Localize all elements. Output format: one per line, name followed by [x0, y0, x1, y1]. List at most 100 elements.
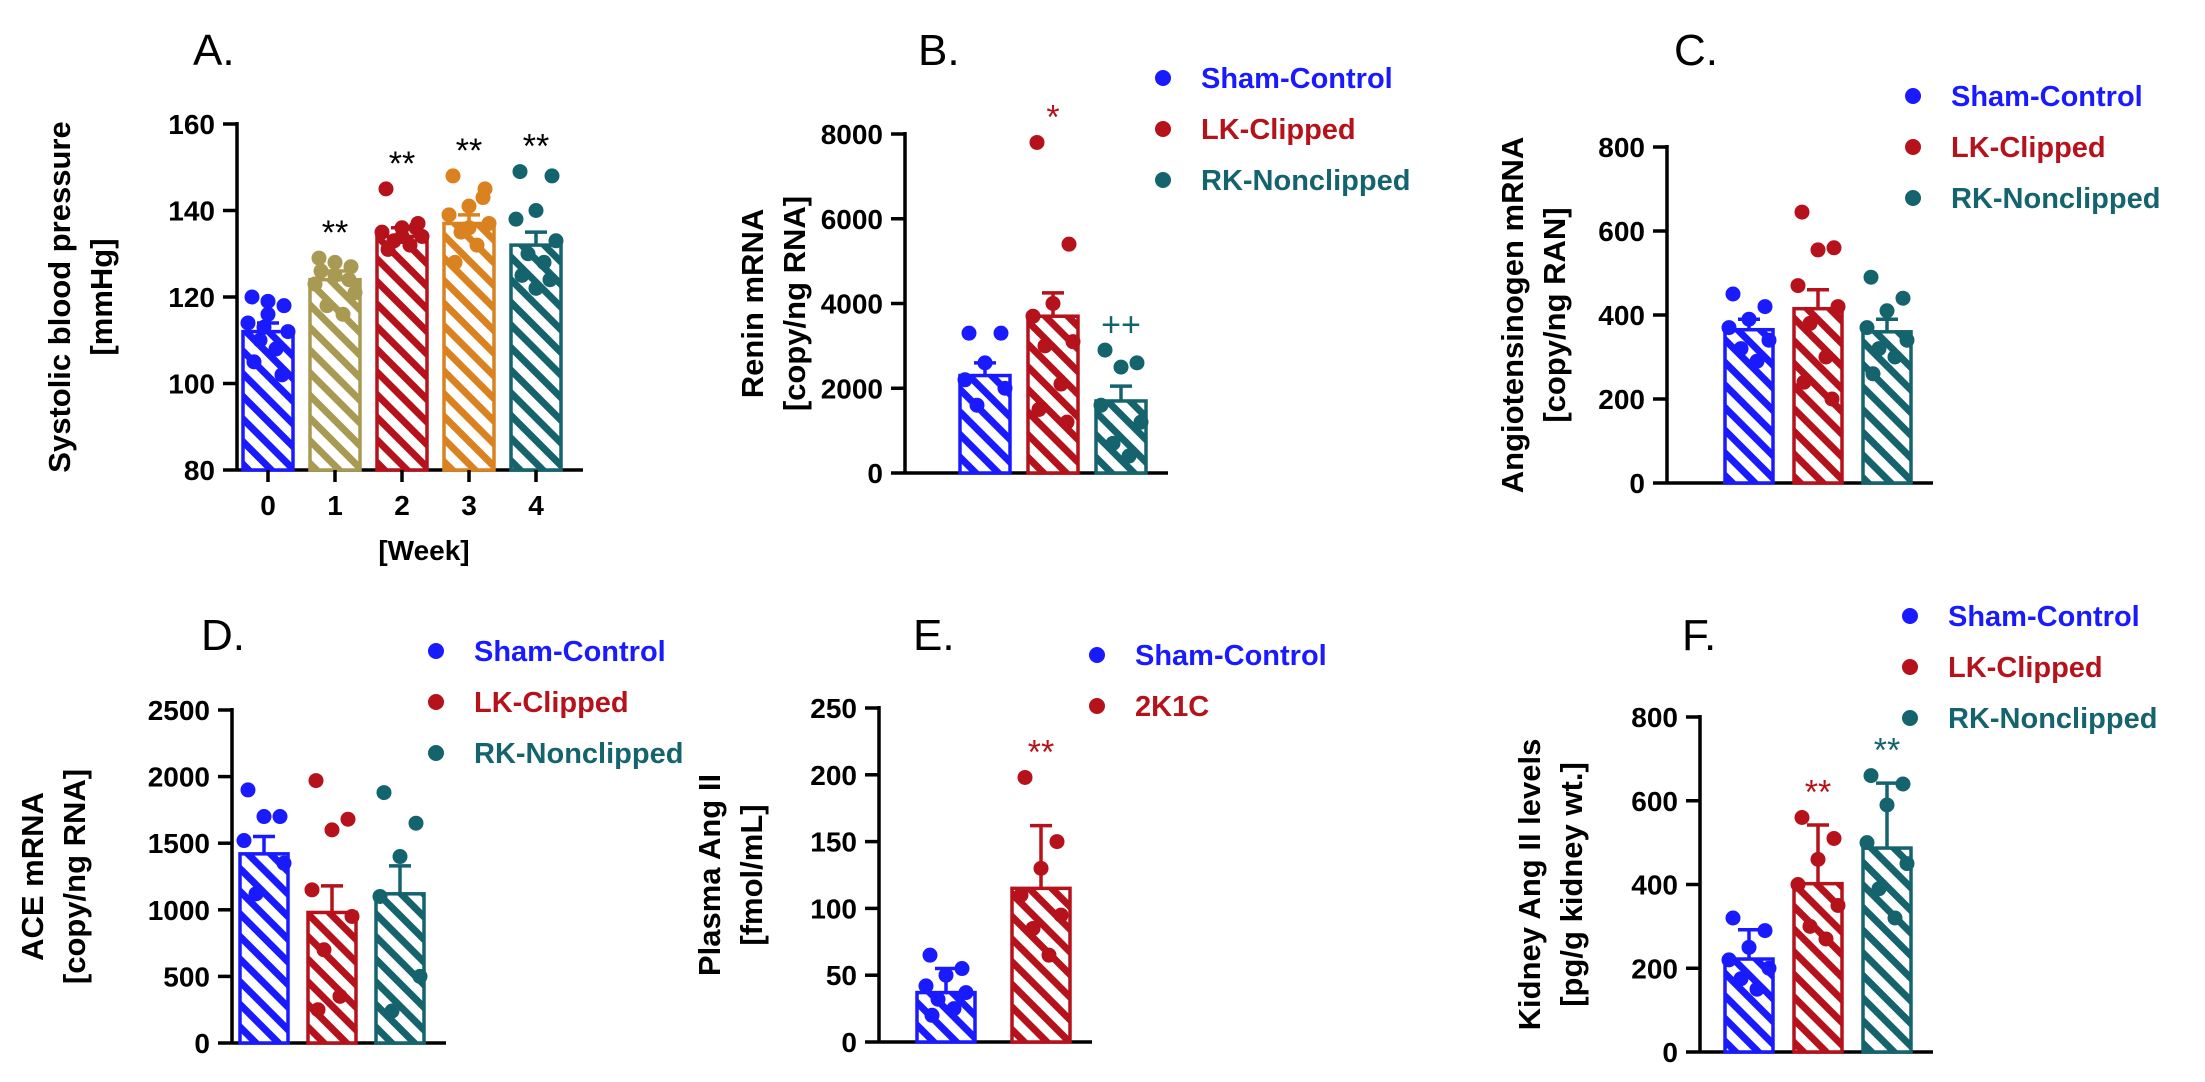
y-tick-label: 0 [867, 458, 883, 489]
bar [308, 277, 362, 472]
legend-marker [1905, 139, 1921, 155]
legend-entry: RK-Nonclipped [1948, 703, 2157, 735]
y-tick-label: 50 [826, 960, 857, 991]
panel-letter: F. [1682, 611, 1716, 660]
data-point [1790, 877, 1806, 892]
y-tick-label: 2000 [821, 373, 883, 404]
bar [241, 329, 295, 472]
bar [375, 234, 429, 472]
data-point [1053, 376, 1069, 392]
data-point [394, 228, 410, 244]
data-point [922, 947, 938, 963]
y-axis-title: [copy/ng RAN] [1537, 207, 1572, 422]
data-point [246, 354, 262, 370]
data-point [1097, 342, 1113, 358]
data-point [1757, 299, 1773, 315]
legend-entry: LK-Clipped [1948, 652, 2103, 684]
y-axis-title: Renin mRNA [735, 209, 770, 398]
y-axis-title: Angiotensinogen mRNA [1495, 137, 1530, 494]
legend-entry: LK-Clipped [474, 687, 629, 719]
data-point [1065, 334, 1081, 350]
data-point [324, 822, 340, 838]
data-point [343, 259, 359, 275]
bar-group-1: ** [1790, 774, 1846, 1054]
data-point [1059, 414, 1075, 430]
significance-mark: ** [1028, 733, 1054, 771]
data-point [392, 849, 408, 865]
legend-entry: LK-Clipped [1951, 132, 2106, 164]
data-point [1796, 374, 1812, 390]
y-tick-label: 100 [810, 893, 857, 924]
data-point [1879, 303, 1895, 319]
legend-marker [1902, 710, 1918, 726]
data-point [1733, 971, 1749, 987]
bar-group-2: ** [374, 145, 430, 472]
data-point [1749, 981, 1765, 997]
data-point [1761, 332, 1777, 348]
data-point [961, 325, 977, 341]
y-tick-label: 8000 [821, 119, 883, 150]
legend: Sham-Control LK-Clipped RK-Nonclipped [1905, 81, 2160, 215]
data-point [274, 367, 290, 383]
legend: Sham-Control LK-Clipped RK-Nonclipped [1902, 601, 2157, 735]
data-point [997, 380, 1013, 396]
data-point [1013, 887, 1029, 903]
bar-group-0 [240, 289, 296, 472]
bar-group-1 [304, 773, 360, 1045]
data-point [969, 397, 985, 413]
y-tick-label: 120 [168, 282, 215, 313]
bar-group-1: ** [1010, 733, 1072, 1044]
bar-group-1 [1790, 204, 1846, 485]
data-point [1794, 810, 1810, 825]
data-point [308, 773, 324, 789]
panel-letter: B. [918, 26, 960, 75]
data-point [1830, 897, 1846, 913]
data-point [1061, 236, 1077, 252]
data-point [1025, 920, 1041, 936]
legend-entry: Sham-Control [1135, 640, 1327, 672]
data-point [1031, 401, 1047, 417]
y-tick-label: 4000 [821, 289, 883, 320]
bar [1861, 330, 1913, 485]
y-tick-label: 400 [1631, 870, 1678, 901]
legend: Sham-Control LK-Clipped RK-Nonclipped [428, 636, 683, 770]
y-tick-label: 0 [1629, 468, 1645, 499]
data-point [1133, 414, 1149, 430]
x-tick-label: 0 [260, 490, 276, 521]
panel-e: E. Plasma Ang II [fmol/mL] 0 50 100 150 200 250 *… [692, 611, 1327, 1058]
bar-group-0 [1721, 286, 1777, 485]
y-tick-label: 0 [194, 1028, 210, 1059]
legend: Sham-Control 2K1C [1089, 640, 1327, 723]
data-point [1863, 269, 1879, 285]
y-axis-title: [copy/ng RNA] [57, 769, 92, 984]
data-point [544, 168, 560, 184]
data-point [924, 1007, 940, 1023]
data-point [311, 250, 327, 266]
data-point [445, 168, 461, 184]
legend-marker [428, 745, 444, 761]
bar-group-2 [1859, 269, 1915, 485]
legend-marker [428, 643, 444, 659]
data-point [441, 207, 457, 223]
significance-mark: * [1046, 98, 1059, 136]
y-axis-title: [mmHg] [84, 238, 119, 355]
bar [306, 910, 358, 1045]
bar-group-3: ** [441, 132, 497, 472]
data-point [252, 332, 268, 348]
y-tick-label: 140 [168, 196, 215, 227]
data-point [1725, 910, 1741, 926]
data-point [256, 319, 272, 335]
y-tick-label: 160 [168, 109, 215, 140]
data-point [1824, 391, 1840, 407]
y-tick-label: 500 [163, 961, 210, 992]
data-point [1887, 910, 1903, 926]
legend-marker [1902, 659, 1918, 675]
y-tick-label: 400 [1598, 300, 1645, 331]
data-point [236, 833, 252, 849]
data-point [327, 254, 343, 270]
data-point [1721, 952, 1737, 968]
data-point [240, 782, 256, 798]
data-point [341, 272, 357, 288]
y-tick-label: 1000 [148, 895, 210, 926]
